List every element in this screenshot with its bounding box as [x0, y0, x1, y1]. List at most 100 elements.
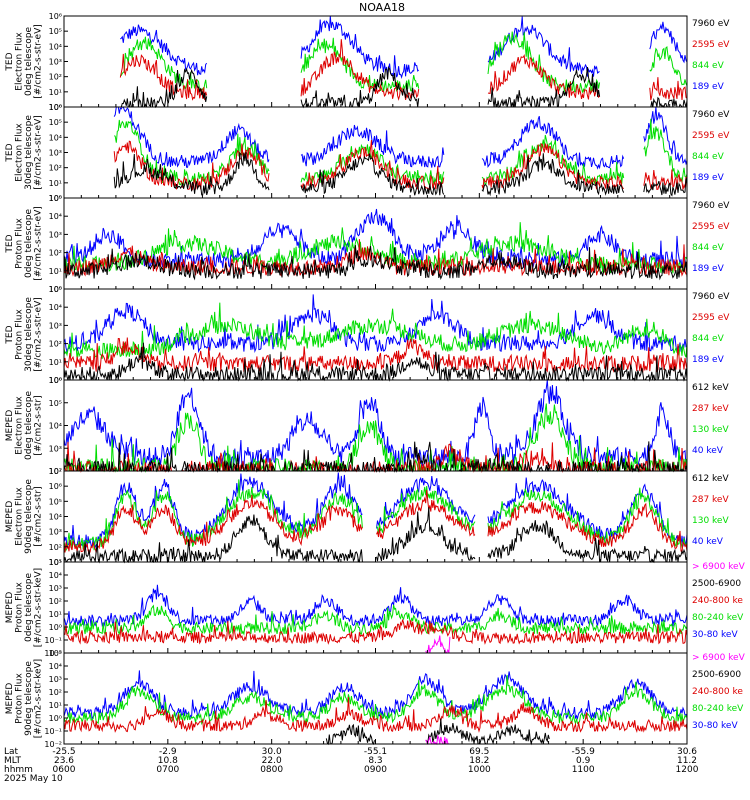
footer-row-label: hhmm — [4, 765, 33, 775]
series-black-line — [113, 151, 688, 197]
series-green-line — [63, 604, 688, 637]
legend-entry: 612 keV — [692, 383, 729, 393]
y-tick-label: 10⁵ — [49, 27, 62, 36]
footer-lat-value: 69.5 — [469, 747, 489, 757]
series-black-line — [120, 65, 688, 109]
series-magenta-line — [425, 635, 451, 654]
footer-hhmm-value: 0700 — [156, 765, 179, 775]
legend-entry: 189 eV — [692, 173, 725, 183]
legend-entry: 844 eV — [692, 334, 725, 344]
y-tick-label: 10² — [49, 164, 62, 173]
y-tick-label: 10⁻² — [44, 740, 62, 749]
series-red-line — [113, 140, 688, 191]
legend-entry: 844 eV — [692, 61, 725, 71]
legend-entry: 130 keV — [692, 516, 729, 526]
y-tick-label: 10² — [49, 688, 62, 697]
y-tick-label: 10⁰ — [49, 376, 62, 385]
y-tick-label: 10⁵ — [49, 558, 62, 567]
y-tick-label: 10⁵ — [49, 194, 62, 203]
panel-8: 10⁻² 10⁻¹ 10⁰ 10¹ 10² 10³ 10⁴ 10⁵ MEPEDProton Fl… — [5, 649, 746, 749]
y-axis-label: TEDElectron Flux0deg telescope[#/cm2-s-s… — [5, 24, 44, 99]
series-blue-line — [63, 584, 688, 628]
y-tick-label: 10⁶ — [49, 376, 62, 385]
legend-entry: 40 keV — [692, 537, 724, 547]
y-tick-label: 10⁴ — [49, 303, 62, 312]
series-red-line — [119, 39, 688, 101]
legend-entry: 844 eV — [692, 152, 725, 162]
y-tick-label: 10³ — [49, 528, 62, 537]
series-red-line — [63, 619, 688, 645]
y-axis-label: TEDElectron Flux30deg telescope[#/cm2-s-… — [5, 115, 44, 190]
y-axis-label: MEPEDProton Flux0deg telescope[#/cm2-s-s… — [5, 568, 44, 647]
y-tick-label: 10⁴ — [49, 133, 62, 142]
y-tick-label: 10⁴ — [49, 422, 62, 431]
legend-entry: 2595 eV — [692, 131, 730, 141]
y-tick-label: 10³ — [49, 58, 62, 67]
y-tick-label: 10⁵ — [49, 497, 62, 506]
y-tick-label: 10⁰ — [49, 194, 62, 203]
footer-hhmm-value: 0900 — [364, 765, 387, 775]
y-tick-label: 10³ — [49, 584, 62, 593]
y-tick-label: 10³ — [49, 675, 62, 684]
panel-5: 10² 10³ 10⁴ 10⁵ 10⁶ MEPEDElectron Flux0deg te… — [5, 376, 729, 476]
footer-lat-value: -2.9 — [159, 747, 177, 757]
y-tick-label: 10⁴ — [49, 662, 62, 671]
y-tick-label: 10⁴ — [49, 212, 62, 221]
series-blue-line — [120, 15, 688, 79]
series-red-line — [63, 490, 688, 555]
y-tick-label: 10⁴ — [49, 571, 62, 580]
y-tick-label: 10⁵ — [49, 649, 62, 658]
y-tick-label: 10¹ — [49, 610, 62, 619]
footer-row-label: Lat — [4, 747, 19, 757]
footer-mlt-value: 23.6 — [54, 756, 74, 766]
panel-2: 10⁰ 10¹ 10² 10³ 10⁴ 10⁵ 10⁶ TEDElectron Flux30d… — [5, 103, 730, 203]
series-black-line — [63, 245, 688, 281]
legend-entry: 189 eV — [692, 355, 725, 365]
y-tick-label: 10⁶ — [49, 12, 62, 21]
panel-6: 10¹ 10² 10³ 10⁴ 10⁵ 10⁶ 10⁷ MEPEDElectron Flux9… — [5, 467, 729, 567]
legend-entry: 2500-6900 — [692, 579, 741, 589]
y-tick-label: 10⁷ — [49, 467, 62, 476]
series-blue-line — [113, 106, 688, 170]
legend-entry: 2595 eV — [692, 313, 730, 323]
y-axis-label: MEPEDElectron Flux0deg telescope[#/cm2-s… — [5, 391, 44, 461]
footer-lat-value: 30.0 — [262, 747, 282, 757]
series-green-line — [120, 31, 688, 93]
footer-mlt-value: 8.3 — [368, 756, 382, 766]
panel-frame — [63, 197, 688, 290]
y-tick-label: 10⁰ — [49, 285, 62, 294]
legend-entry: 2500-6900 — [692, 670, 741, 680]
y-tick-label: 10⁻¹ — [44, 727, 62, 736]
legend-entry: 240-800 ke — [692, 687, 743, 697]
legend-entry: 189 eV — [692, 264, 725, 274]
legend-entry: 2595 eV — [692, 222, 730, 232]
y-tick-label: 10³ — [49, 230, 62, 239]
legend-entry: 612 keV — [692, 474, 729, 484]
y-tick-label: 10⁶ — [49, 482, 62, 491]
y-tick-label: 10¹ — [49, 558, 62, 567]
y-tick-label: 10³ — [49, 149, 62, 158]
y-tick-label: 10⁶ — [49, 103, 62, 112]
footer-lat-value: -55.1 — [364, 747, 387, 757]
series-black-line — [325, 718, 550, 746]
legend-entry: 7960 eV — [692, 19, 730, 29]
y-tick-label: 10² — [49, 597, 62, 606]
footer-mlt-value: 11.2 — [677, 756, 697, 766]
legend-entry: 287 keV — [692, 495, 729, 505]
y-tick-label: 10⁴ — [49, 513, 62, 522]
y-tick-label: 10⁵ — [49, 118, 62, 127]
footer-hhmm-value: 0800 — [260, 765, 283, 775]
footer-mlt-value: 10.8 — [158, 756, 178, 766]
chart-title: NOAA18 — [359, 1, 405, 14]
y-tick-label: 10⁰ — [49, 714, 62, 723]
series-green-line — [63, 479, 688, 552]
legend-entry: 130 keV — [692, 425, 729, 435]
footer-row-label: MLT — [4, 756, 22, 766]
series-blue-line — [63, 208, 688, 270]
legend-entry: 189 eV — [692, 82, 725, 92]
y-tick-label: 10³ — [49, 321, 62, 330]
legend-entry: 287 keV — [692, 404, 729, 414]
panel-frame — [63, 470, 688, 563]
legend-entry: > 6900 keV — [692, 653, 746, 663]
